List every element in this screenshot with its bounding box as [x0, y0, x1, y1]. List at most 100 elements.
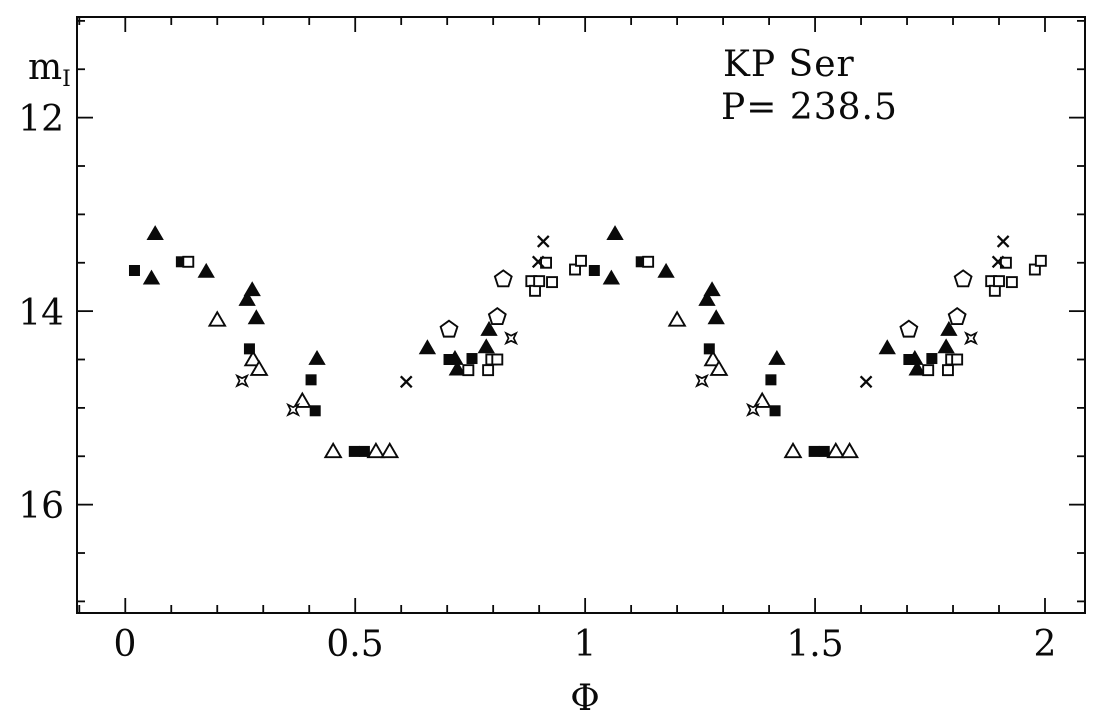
- filled-square-marker: [769, 405, 781, 417]
- y-axis-label: mI: [28, 47, 71, 92]
- x-axis-label: Φ: [570, 678, 600, 719]
- filled-square-marker: [703, 343, 715, 355]
- open-star4-marker: [235, 373, 250, 388]
- open-square-marker: [922, 364, 935, 377]
- open-triangle-marker: [366, 441, 386, 459]
- open-star4-marker: [286, 402, 301, 417]
- filled-square-marker: [443, 354, 455, 366]
- x-tick-label-1: 1: [574, 624, 597, 665]
- open-triangle-marker: [243, 350, 263, 367]
- filled-triangle-marker: [768, 349, 786, 365]
- open-triangle-marker: [783, 441, 803, 459]
- open-square-marker: [1028, 263, 1041, 276]
- open-triangle-marker: [840, 441, 860, 459]
- filled-square-marker: [175, 256, 187, 268]
- series-open-triangle: [207, 310, 860, 459]
- filled-square-marker: [305, 374, 317, 386]
- open-square-marker: [642, 255, 655, 268]
- open-pentagon-marker: [487, 306, 507, 326]
- filled-square-marker: [765, 374, 777, 386]
- open-pentagon-marker: [439, 319, 459, 338]
- filled-square-marker: [348, 445, 360, 457]
- filled-triangle-marker: [247, 309, 266, 325]
- y-tick-label-12: 12: [18, 99, 64, 140]
- open-star4-marker: [694, 373, 709, 388]
- filled-square-marker: [358, 445, 370, 457]
- open-square-marker: [999, 256, 1012, 269]
- series-cross: [399, 235, 1010, 389]
- open-pentagon-marker: [493, 269, 513, 288]
- open-square-marker: [491, 353, 504, 366]
- filled-triangle-marker: [698, 290, 716, 306]
- x-tick-label-2: 2: [1034, 624, 1057, 665]
- open-square-marker: [942, 364, 954, 377]
- open-square-marker: [1034, 254, 1047, 267]
- open-square-marker: [546, 276, 558, 289]
- x-tick-label-0: 0: [114, 624, 137, 665]
- filled-triangle-marker: [657, 262, 675, 278]
- filled-triangle-marker: [940, 320, 958, 336]
- open-pentagon-marker: [947, 306, 967, 326]
- series-filled-square: [128, 256, 938, 457]
- cross-marker: [991, 255, 1005, 269]
- filled-square-marker: [243, 343, 255, 355]
- filled-triangle-marker: [480, 320, 498, 336]
- open-square-marker: [951, 353, 964, 366]
- filled-triangle-marker: [142, 269, 161, 285]
- axis-ticks: [77, 17, 1085, 613]
- open-triangle-marker: [207, 310, 227, 327]
- filled-triangle-marker: [146, 225, 164, 241]
- filled-triangle-marker: [878, 339, 896, 355]
- open-square-marker: [529, 284, 541, 297]
- open-square-marker: [482, 364, 495, 377]
- filled-triangle-marker: [707, 309, 725, 325]
- plot-title: KP Ser: [723, 44, 855, 85]
- open-triangle-marker: [752, 391, 772, 408]
- filled-square-marker: [309, 405, 321, 417]
- open-pentagon-marker: [899, 319, 919, 338]
- filled-triangle-marker: [477, 338, 495, 354]
- y-tick-label-14: 14: [18, 293, 64, 334]
- open-triangle-marker: [380, 441, 400, 459]
- open-square-marker: [182, 255, 195, 268]
- open-star4-marker: [504, 331, 519, 346]
- series-open-pentagon: [439, 269, 973, 338]
- filled-square-marker: [466, 353, 478, 365]
- filled-square-marker: [808, 445, 820, 457]
- open-square-marker: [533, 275, 546, 288]
- open-triangle-marker: [709, 359, 729, 376]
- filled-triangle-marker: [602, 269, 621, 285]
- plot-frame: [76, 16, 1086, 614]
- filled-triangle-marker: [606, 225, 624, 241]
- open-triangle-marker: [826, 441, 846, 459]
- data-markers: [128, 225, 1047, 459]
- filled-triangle-marker: [937, 338, 955, 354]
- open-square-marker: [1005, 276, 1018, 289]
- series-open-square: [182, 254, 1047, 377]
- filled-triangle-marker: [238, 290, 256, 306]
- filled-triangle-marker: [197, 262, 215, 278]
- open-triangle-marker: [323, 441, 343, 459]
- filled-square-marker: [635, 256, 647, 268]
- filled-square-marker: [128, 264, 140, 276]
- filled-triangle-marker: [308, 349, 326, 365]
- cross-marker: [996, 235, 1010, 248]
- filled-square-marker: [818, 445, 830, 457]
- open-star4-marker: [964, 331, 978, 346]
- open-square-marker: [540, 256, 553, 269]
- cross-marker: [859, 375, 873, 389]
- filled-square-marker: [588, 264, 600, 276]
- y-tick-label-16: 16: [18, 486, 64, 527]
- filled-triangle-marker: [243, 281, 261, 297]
- filled-triangle-marker: [703, 281, 721, 297]
- open-triangle-marker: [249, 359, 269, 376]
- filled-square-marker: [926, 353, 938, 365]
- filled-square-marker: [903, 354, 915, 366]
- open-square-marker: [462, 364, 475, 377]
- y-axis-label-base: m: [28, 47, 62, 88]
- cross-marker: [536, 235, 550, 248]
- filled-triangle-marker: [448, 360, 466, 376]
- x-tick-label-0p5: 0.5: [326, 624, 383, 665]
- series-filled-triangle: [142, 225, 958, 376]
